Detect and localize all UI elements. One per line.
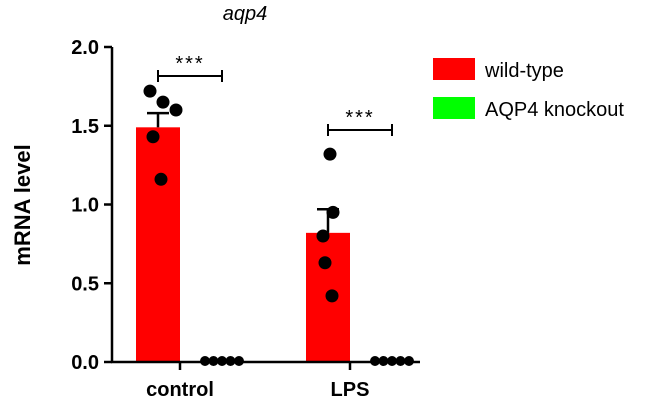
data-point-wild-type: [326, 205, 340, 219]
data-point-wild-type: [325, 289, 339, 303]
bars-layer: [136, 127, 350, 362]
legend-swatch-wild-type: [433, 58, 475, 80]
data-point-wild-type: [143, 84, 157, 98]
y-tick-label: 1.0: [71, 195, 99, 217]
legend-label-aqp4-knockout: AQP4 knockout: [485, 99, 624, 121]
bar-wild-type: [136, 127, 180, 362]
y-tick-label: 0.0: [71, 352, 99, 374]
legend: wild-type AQP4 knockout: [433, 58, 624, 121]
legend-swatch-aqp4-knockout: [433, 97, 475, 119]
significance-label: ***: [175, 53, 204, 75]
chart-title: aqp4: [223, 3, 268, 25]
data-point-wild-type: [146, 130, 160, 144]
significance-label: ***: [345, 107, 374, 129]
legend-label-wild-type: wild-type: [484, 60, 564, 82]
y-axis-ticks: 0.0 0.5 1.0 1.5 2.0: [71, 37, 112, 374]
data-point-wild-type: [323, 147, 337, 161]
significance-layer: *** ***: [157, 53, 393, 136]
data-point-wild-type: [156, 95, 170, 109]
data-point-wild-type: [318, 256, 332, 270]
y-tick-label: 2.0: [71, 37, 99, 59]
x-tick-label: LPS: [331, 379, 370, 401]
y-axis-label: mRNA level: [10, 144, 35, 265]
y-tick-label: 0.5: [71, 273, 99, 295]
data-point-wild-type: [169, 103, 183, 117]
y-tick-label: 1.5: [71, 116, 99, 138]
data-point-wild-type: [316, 229, 330, 243]
x-tick-label: control: [146, 379, 214, 401]
x-axis-ticks: control LPS: [146, 362, 369, 401]
data-point-wild-type: [154, 172, 168, 186]
